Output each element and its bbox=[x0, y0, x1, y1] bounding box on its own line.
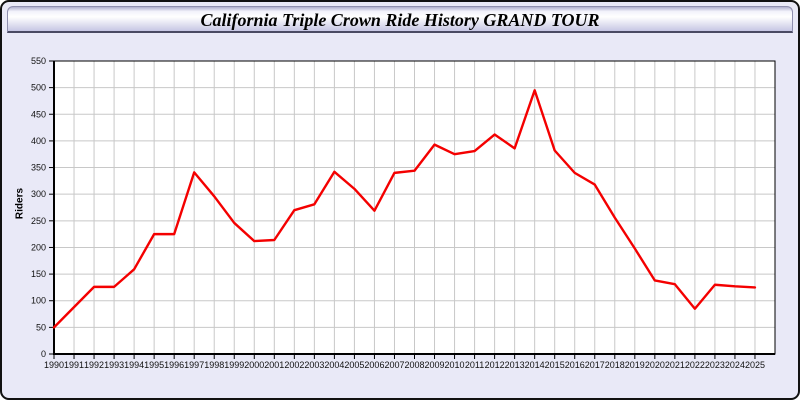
x-tick-label: 1993 bbox=[104, 360, 124, 370]
x-tick-label: 1990 bbox=[44, 360, 64, 370]
x-tick-label: 2013 bbox=[505, 360, 525, 370]
x-tick-label: 2002 bbox=[284, 360, 304, 370]
y-tick-label: 350 bbox=[31, 163, 46, 173]
x-tick-label: 1998 bbox=[204, 360, 224, 370]
x-tick-label: 2009 bbox=[425, 360, 445, 370]
y-tick-label: 150 bbox=[31, 269, 46, 279]
y-tick-label: 300 bbox=[31, 189, 46, 199]
x-tick-label: 1996 bbox=[164, 360, 184, 370]
x-tick-label: 2010 bbox=[445, 360, 465, 370]
x-tick-label: 2021 bbox=[665, 360, 685, 370]
x-tick-label: 2007 bbox=[384, 360, 404, 370]
y-tick-label: 550 bbox=[31, 56, 46, 66]
x-tick-label: 2006 bbox=[364, 360, 384, 370]
x-tick-label: 2000 bbox=[244, 360, 264, 370]
chart-title: California Triple Crown Ride History GRA… bbox=[200, 9, 600, 30]
title-bar: California Triple Crown Ride History GRA… bbox=[7, 6, 793, 33]
x-tick-label: 1997 bbox=[184, 360, 204, 370]
y-tick-label: 200 bbox=[31, 242, 46, 252]
x-tick-label: 2004 bbox=[324, 360, 344, 370]
y-tick-label: 100 bbox=[31, 296, 46, 306]
x-tick-label: 2014 bbox=[525, 360, 545, 370]
x-tick-label: 1995 bbox=[144, 360, 164, 370]
x-tick-label: 2016 bbox=[565, 360, 585, 370]
x-tick-label: 2025 bbox=[745, 360, 765, 370]
chart-area: Riders 0 50 100 150 200 250 300 350 400 450 500 550… bbox=[2, 34, 798, 398]
x-tick-label: 1999 bbox=[224, 360, 244, 370]
x-tick-label: 2005 bbox=[344, 360, 364, 370]
x-tick-label: 2019 bbox=[625, 360, 645, 370]
x-tick-label: 2015 bbox=[545, 360, 565, 370]
x-tick-label: 2012 bbox=[485, 360, 505, 370]
x-tick-label: 2024 bbox=[725, 360, 745, 370]
y-tick-label: 50 bbox=[36, 322, 46, 332]
x-tick-label: 1991 bbox=[64, 360, 84, 370]
x-tick-label: 2020 bbox=[645, 360, 665, 370]
y-tick-label: 500 bbox=[31, 83, 46, 93]
x-tick-label: 1994 bbox=[124, 360, 144, 370]
x-tick-label: 2001 bbox=[264, 360, 284, 370]
x-tick-label: 2018 bbox=[605, 360, 625, 370]
y-tick-label: 450 bbox=[31, 109, 46, 119]
x-tick-label: 2023 bbox=[705, 360, 725, 370]
y-tick-label: 400 bbox=[31, 136, 46, 146]
x-tick-label: 1992 bbox=[84, 360, 104, 370]
x-tick-label: 2003 bbox=[304, 360, 324, 370]
y-tick-label: 0 bbox=[41, 349, 46, 359]
x-tick-label: 2008 bbox=[404, 360, 424, 370]
data-line-riders bbox=[52, 89, 757, 329]
y-tick-label: 250 bbox=[31, 216, 46, 226]
x-tick-label: 2022 bbox=[685, 360, 705, 370]
x-tick-label: 2017 bbox=[585, 360, 605, 370]
x-tick-label: 2011 bbox=[465, 360, 484, 370]
